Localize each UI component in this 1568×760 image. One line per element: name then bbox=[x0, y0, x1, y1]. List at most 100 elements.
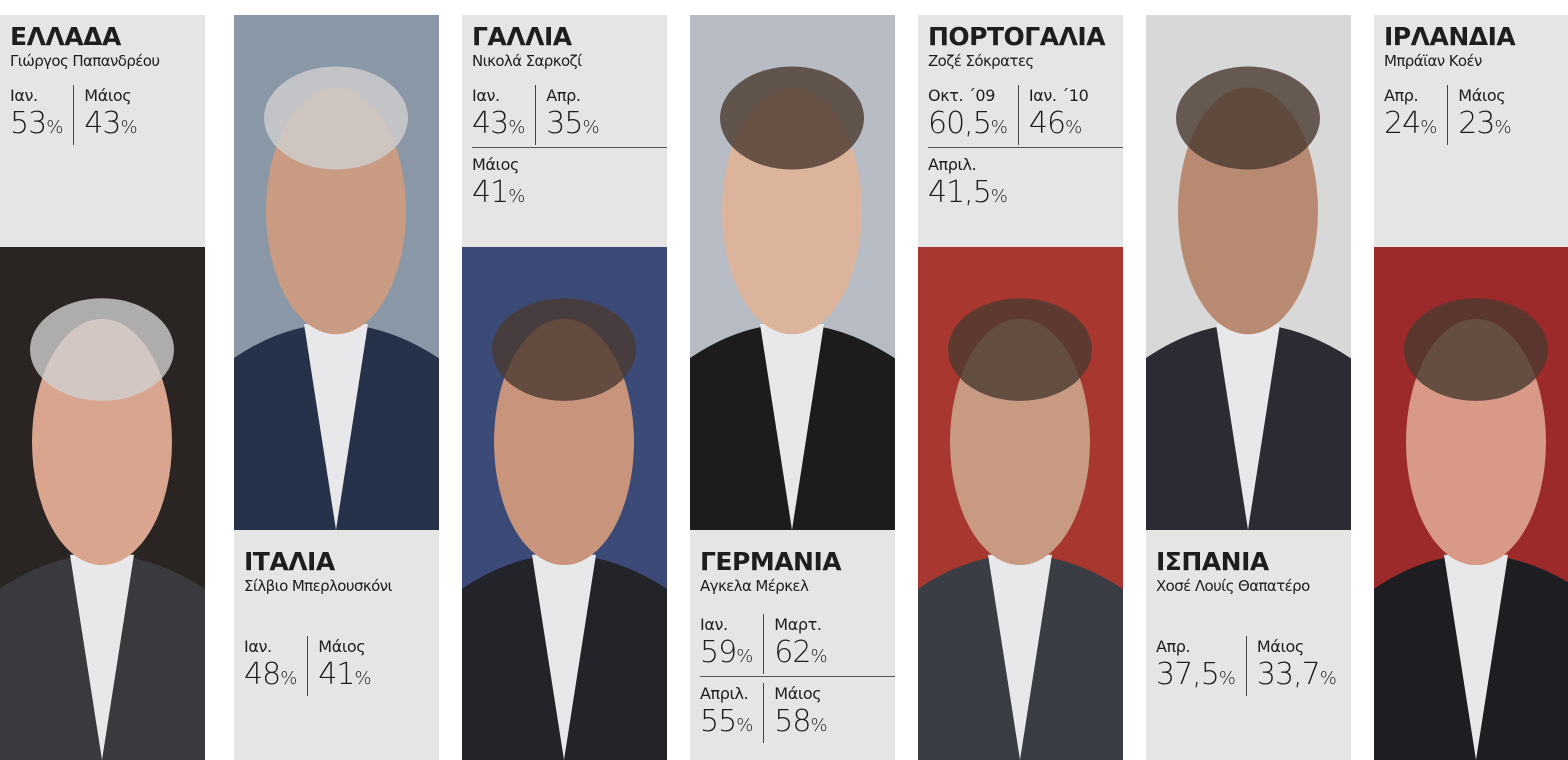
value-number: 48 bbox=[244, 657, 281, 692]
info-box: ΙΡΛΑΝΔΙΑ Μπράϊαν Κοέν Απρ. 24% Μάιος 23% bbox=[1374, 15, 1568, 247]
value-number: 43 bbox=[472, 106, 509, 141]
period: Ιαν. bbox=[10, 86, 38, 105]
value-unit: % bbox=[990, 117, 1008, 138]
poll-stat: Μάιος 58% bbox=[763, 683, 837, 743]
portrait bbox=[1374, 247, 1568, 760]
poll-value: 35% bbox=[546, 107, 599, 145]
poll-value: 23% bbox=[1458, 107, 1511, 145]
period: Απρ. bbox=[1156, 637, 1191, 656]
poll-value: 53% bbox=[10, 107, 63, 145]
value-unit: % bbox=[508, 186, 526, 207]
poll-row: Μάιος 41% bbox=[472, 147, 667, 216]
value-number: 41 bbox=[472, 175, 509, 210]
poll-stat: Απριλ. 55% bbox=[700, 683, 763, 743]
poll-stat: Οκτ. ΄09 60,5% bbox=[928, 85, 1018, 145]
value-unit: % bbox=[1494, 117, 1512, 138]
country: ΓΑΛΛΙΑ bbox=[472, 22, 572, 51]
leader-name: Χοσέ Λουίς Θαπατέρο bbox=[1156, 577, 1310, 595]
period: Ιαν. bbox=[244, 637, 272, 656]
portrait-art bbox=[234, 15, 439, 530]
period: Οκτ. ΄09 bbox=[928, 86, 995, 105]
poll-block: Ιαν. 53% Μάιος 43% bbox=[10, 79, 195, 147]
portrait-art bbox=[918, 247, 1123, 760]
poll-value: 41% bbox=[318, 658, 371, 696]
poll-stat: Απριλ. 41,5% bbox=[928, 154, 1018, 214]
portrait bbox=[462, 247, 667, 760]
poll-value: 58% bbox=[774, 705, 827, 743]
poll-row: Ιαν. 48% Μάιος 41% bbox=[244, 630, 429, 698]
info-box: ΓΑΛΛΙΑ Νικολά Σαρκοζί Ιαν. 43% Απρ. 35% Μάιος 4… bbox=[462, 15, 667, 247]
leader-name: Νικολά Σαρκοζί bbox=[472, 52, 582, 70]
value-number: 58 bbox=[774, 704, 811, 739]
poll-stat: Μάιος 43% bbox=[73, 85, 147, 145]
poll-value: 41% bbox=[472, 176, 525, 214]
poll-stat: Μαρτ. 62% bbox=[763, 614, 837, 674]
value-unit: % bbox=[810, 646, 828, 667]
portrait bbox=[1146, 15, 1351, 530]
leader-name: Ζοζέ Σόκρατες bbox=[928, 52, 1034, 70]
period: Απριλ. bbox=[700, 684, 749, 703]
value-unit: % bbox=[280, 668, 298, 689]
poll-stat: Ιαν. 48% bbox=[244, 636, 307, 696]
period: Απριλ. bbox=[928, 155, 977, 174]
value-number: 43 bbox=[84, 106, 121, 141]
portrait-art bbox=[0, 247, 205, 760]
panel: ΓΑΛΛΙΑ Νικολά Σαρκοζί Ιαν. 43% Απρ. 35% Μάιος 4… bbox=[462, 0, 667, 760]
value-number: 24 bbox=[1384, 106, 1421, 141]
panel: ΕΛΛΑΔΑ Γιώργος Παπανδρέου Ιαν. 53% Μάιος 43% bbox=[0, 0, 205, 760]
country: ΙΤΑΛΙΑ bbox=[244, 547, 335, 576]
poll-value: 48% bbox=[244, 658, 297, 696]
value-number: 62 bbox=[774, 635, 811, 670]
country: ΓΕΡΜΑΝΙΑ bbox=[700, 547, 842, 576]
value-number: 60,5 bbox=[928, 106, 992, 141]
info-box: ΕΛΛΑΔΑ Γιώργος Παπανδρέου Ιαν. 53% Μάιος 43% bbox=[0, 15, 205, 247]
panel: ΙΡΛΑΝΔΙΑ Μπράϊαν Κοέν Απρ. 24% Μάιος 23% bbox=[1374, 0, 1568, 760]
poll-row: Ιαν. 53% Μάιος 43% bbox=[10, 79, 195, 147]
poll-value: 43% bbox=[84, 107, 137, 145]
info-box: ΓΕΡΜΑΝΙΑ Αγκελα Μέρκελ Ιαν. 59% Μαρτ. 62% Απρι… bbox=[690, 530, 895, 760]
period: Απρ. bbox=[1384, 86, 1419, 105]
period: Απρ. bbox=[546, 86, 581, 105]
value-number: 59 bbox=[700, 635, 737, 670]
poll-block: Οκτ. ΄09 60,5% Ιαν. ΄10 46% Απριλ. 41,5% bbox=[928, 79, 1123, 216]
poll-row: Απρ. 37,5% Μάιος 33,7% bbox=[1156, 630, 1341, 698]
value-number: 23 bbox=[1458, 106, 1495, 141]
leader-name: Σίλβιο Μπερλουσκόνι bbox=[244, 577, 393, 595]
info-box: ΙΤΑΛΙΑ Σίλβιο Μπερλουσκόνι Ιαν. 48% Μάιος 41% bbox=[234, 530, 439, 760]
period: Μάιος bbox=[1458, 86, 1506, 105]
info-box: ΠΟΡΤΟΓΑΛΙΑ Ζοζέ Σόκρατες Οκτ. ΄09 60,5% Ιαν.… bbox=[918, 15, 1123, 247]
poll-value: 46% bbox=[1029, 107, 1089, 145]
value-number: 55 bbox=[700, 704, 737, 739]
value-unit: % bbox=[120, 117, 138, 138]
poll-value: 62% bbox=[774, 636, 827, 674]
leader-name: Μπράϊαν Κοέν bbox=[1384, 52, 1482, 70]
value-unit: % bbox=[736, 715, 754, 736]
value-unit: % bbox=[508, 117, 526, 138]
value-number: 37,5 bbox=[1156, 657, 1220, 692]
country: ΙΡΛΑΝΔΙΑ bbox=[1384, 22, 1516, 51]
portrait-art bbox=[690, 15, 895, 530]
period: Μάιος bbox=[84, 86, 132, 105]
poll-block: Απρ. 24% Μάιος 23% bbox=[1384, 79, 1558, 147]
portrait bbox=[234, 15, 439, 530]
poll-value: 59% bbox=[700, 636, 753, 674]
poll-stat: Απρ. 37,5% bbox=[1156, 636, 1246, 696]
poll-row: Απριλ. 41,5% bbox=[928, 147, 1123, 216]
poll-stat: Απρ. 24% bbox=[1384, 85, 1447, 145]
poll-block: Ιαν. 43% Απρ. 35% Μάιος 41% bbox=[472, 79, 667, 216]
poll-stat: Ιαν. 59% bbox=[700, 614, 763, 674]
country: ΙΣΠΑΝΙΑ bbox=[1156, 547, 1269, 576]
value-unit: % bbox=[736, 646, 754, 667]
value-unit: % bbox=[1420, 117, 1438, 138]
poll-row: Απριλ. 55% Μάιος 58% bbox=[700, 676, 895, 745]
value-unit: % bbox=[1065, 117, 1083, 138]
panel: ΙΤΑΛΙΑ Σίλβιο Μπερλουσκόνι Ιαν. 48% Μάιος 41% bbox=[234, 0, 439, 760]
poll-stat: Μάιος 41% bbox=[472, 154, 535, 214]
portrait-art bbox=[1146, 15, 1351, 530]
poll-value: 55% bbox=[700, 705, 753, 743]
poll-row: Ιαν. 43% Απρ. 35% bbox=[472, 79, 657, 147]
value-unit: % bbox=[1218, 668, 1236, 689]
panel: ΙΣΠΑΝΙΑ Χοσέ Λουίς Θαπατέρο Απρ. 37,5% Μάιος… bbox=[1146, 0, 1351, 760]
portrait bbox=[0, 247, 205, 760]
poll-stat: Ιαν. ΄10 46% bbox=[1017, 85, 1099, 145]
